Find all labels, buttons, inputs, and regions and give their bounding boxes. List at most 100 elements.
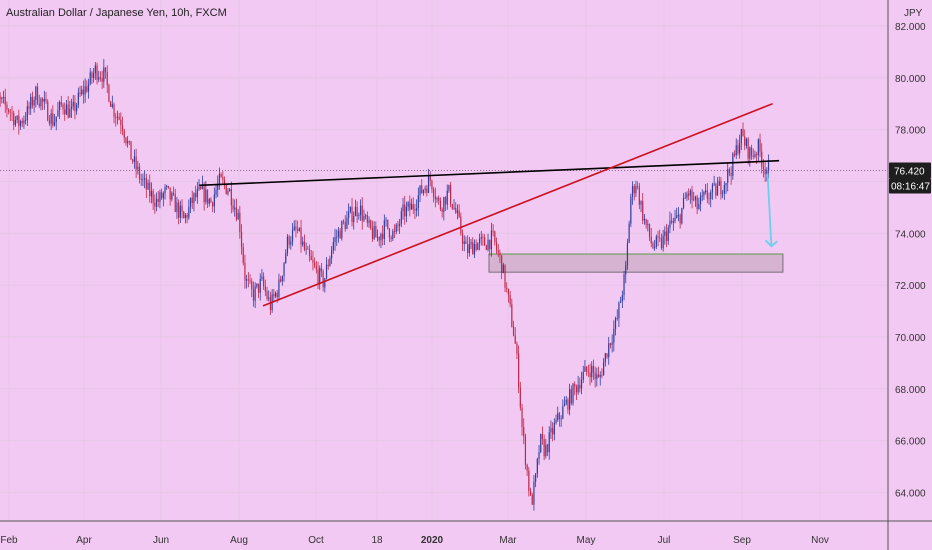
candle-body [494, 231, 496, 243]
candle-body [552, 428, 554, 435]
candle-body [482, 237, 484, 238]
candle-body [618, 302, 620, 319]
candle-body [310, 256, 312, 260]
candle-body [535, 473, 537, 482]
candle-body [307, 248, 309, 250]
candle-body [179, 205, 181, 218]
candle-body [1, 97, 3, 99]
support-zone-rect[interactable] [488, 253, 784, 273]
candle-body [164, 187, 166, 194]
candle-body [752, 155, 754, 157]
candle-body [11, 112, 13, 114]
x-tick-label: 2020 [421, 535, 444, 546]
candle-body [764, 168, 766, 175]
candle-body [200, 186, 202, 189]
candle-body [93, 73, 95, 78]
candle-body [324, 278, 326, 288]
candle-body [582, 371, 584, 381]
candle-body [681, 207, 683, 224]
candle-body [229, 189, 231, 192]
candle-body [342, 221, 345, 223]
candle-body [312, 259, 314, 263]
candle-body [711, 184, 714, 193]
candle-body [550, 428, 552, 433]
candle-body [383, 220, 385, 239]
candle-body [456, 210, 459, 213]
candle-body [332, 242, 334, 250]
candle-body [6, 104, 8, 110]
candle-body [57, 110, 59, 117]
candle-body [480, 237, 482, 239]
candle-body [706, 190, 708, 199]
candle-body [254, 286, 256, 301]
candle-body [184, 214, 187, 219]
candle-body [682, 197, 685, 208]
trend-line[interactable] [262, 102, 773, 307]
candle-body [529, 490, 532, 496]
candle-body [572, 383, 574, 404]
candle-body [23, 120, 25, 124]
candle-body [684, 197, 686, 199]
candle-body [181, 205, 183, 212]
candle-body [555, 419, 557, 423]
candle-body [388, 228, 391, 238]
candle-body [461, 233, 464, 244]
price-axis-panel[interactable] [888, 0, 932, 550]
candle-body [424, 188, 426, 190]
candle-body [487, 239, 489, 250]
candle-body [665, 231, 668, 242]
current-price-label: 76.420 08:16:47 [889, 162, 931, 194]
candle-body [191, 197, 193, 203]
candle-body [390, 237, 392, 239]
candle-body [669, 220, 671, 228]
candle-body [137, 166, 139, 170]
candle-body [740, 129, 742, 144]
x-tick-label: 18 [371, 535, 383, 546]
candle-body [64, 109, 66, 115]
candle-body [509, 294, 511, 305]
candle-body [8, 109, 10, 112]
candle-body [308, 249, 311, 257]
candle-body [626, 242, 629, 266]
y-tick-label: 82.000 [895, 22, 926, 33]
candle-body [382, 233, 384, 239]
candle-body [699, 195, 702, 205]
candle-body [25, 120, 27, 122]
candle-body [240, 231, 243, 248]
candle-body [348, 211, 350, 218]
candle-body [659, 237, 661, 239]
resistance-line[interactable] [199, 159, 780, 187]
candle-body [72, 101, 74, 107]
candle-body [766, 170, 768, 175]
candle-body [152, 191, 154, 203]
candles [0, 59, 770, 511]
candle-body [33, 100, 35, 106]
projection-arrow-line[interactable] [766, 173, 773, 247]
candle-body [742, 129, 744, 137]
candle-body [443, 197, 445, 212]
candle-body [606, 353, 608, 358]
candle-body [650, 236, 652, 244]
candle-body [395, 224, 397, 232]
candle-body [363, 216, 365, 221]
x-tick-label: Apr [76, 535, 92, 546]
candle-body [315, 266, 317, 270]
candle-body [361, 205, 363, 221]
candle-body [511, 304, 513, 327]
candle-body [138, 166, 141, 179]
candle-body [266, 291, 268, 299]
candle-body [305, 248, 307, 250]
candle-body [320, 268, 323, 272]
time-axis-panel[interactable] [0, 521, 932, 550]
candle-body [77, 92, 79, 105]
candle-body [268, 297, 270, 299]
candle-body [154, 202, 156, 207]
x-tick-label: Sep [733, 535, 751, 546]
candle-body [28, 106, 30, 109]
candle-body [16, 115, 18, 120]
candle-body [759, 139, 761, 152]
candle-body [575, 386, 578, 393]
candle-body [30, 96, 32, 109]
candle-body [444, 197, 447, 205]
